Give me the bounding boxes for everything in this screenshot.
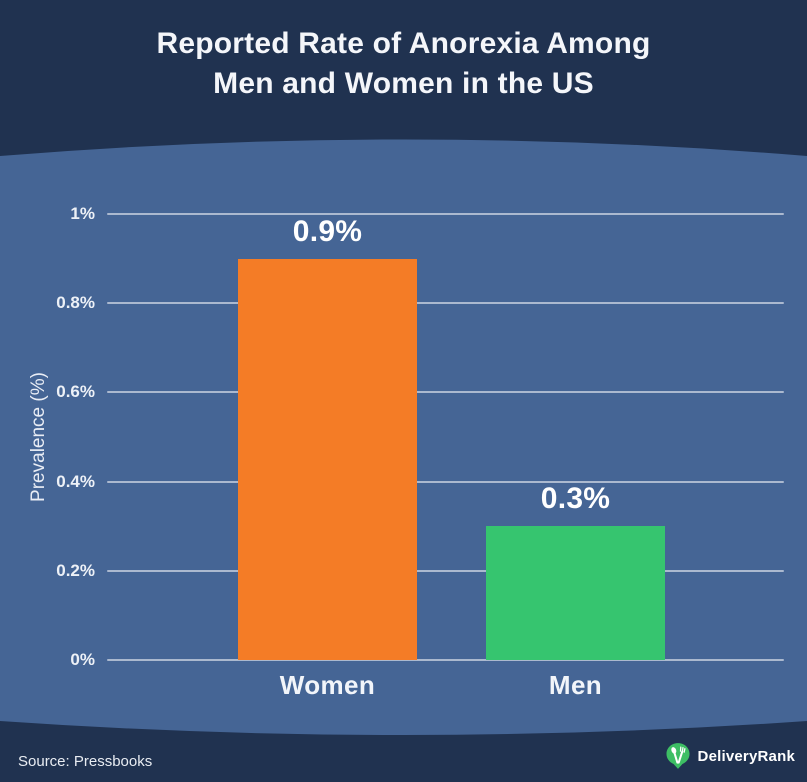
y-tick-label: 0.4%: [56, 471, 95, 491]
bar-category-label: Men: [548, 670, 603, 700]
y-tick-label: 1%: [70, 204, 95, 223]
y-tick-label: 0.2%: [56, 560, 95, 580]
gridline: [107, 391, 784, 394]
source-caption: Source: Pressbooks: [18, 753, 153, 770]
brand-name: DeliveryRank: [697, 747, 795, 765]
y-tick-label: 0.8%: [56, 293, 95, 313]
gridline: [107, 302, 784, 305]
bar-men: [486, 526, 665, 660]
gridline: [107, 213, 784, 215]
gridline: [107, 569, 784, 572]
chart-title: Reported Rate of Anorexia Among Men and …: [0, 24, 807, 104]
gridline: [107, 659, 784, 661]
y-axis-label: Prevalence (%): [28, 372, 49, 502]
chart-title-line2: Men and Women in the US: [213, 67, 594, 100]
bar-value-label: 0.9%: [292, 214, 363, 248]
fork-glyph: [677, 746, 686, 764]
deliveryrank-logo: DeliveryRank: [664, 742, 795, 770]
bar-women: [238, 258, 417, 660]
fork-spoon-pin-icon: [666, 743, 690, 769]
y-tick-label: 0.6%: [56, 382, 95, 402]
gridline: [107, 480, 784, 483]
y-tick-label: 0%: [70, 650, 95, 669]
spoon-glyph: [670, 747, 678, 764]
bar-value-label: 0.3%: [540, 482, 611, 516]
bar-category-label: Women: [279, 670, 376, 700]
chart-title-line1: Reported Rate of Anorexia Among: [156, 27, 651, 60]
